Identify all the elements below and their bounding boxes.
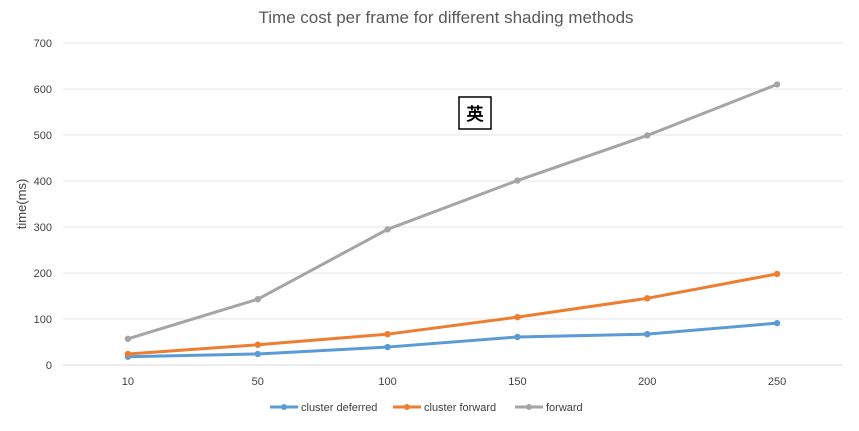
- ime-indicator-label: 英: [467, 104, 485, 124]
- data-point: [254, 341, 261, 348]
- legend-label: cluster forward: [424, 402, 496, 414]
- y-tick-label: 100: [34, 314, 52, 326]
- y-tick-label: 300: [34, 222, 52, 234]
- y-tick-label: 500: [34, 130, 52, 142]
- data-point: [254, 296, 261, 303]
- chart-title: Time cost per frame for different shadin…: [258, 8, 633, 27]
- data-point: [514, 177, 521, 184]
- x-tick-label: 10: [122, 376, 134, 388]
- series-line: [126, 321, 779, 359]
- data-point: [773, 270, 781, 278]
- data-point: [514, 313, 521, 321]
- legend-marker: [526, 404, 532, 410]
- y-axis-label: time(ms): [14, 179, 29, 230]
- x-tick-label: 150: [508, 376, 526, 388]
- y-tick-label: 0: [46, 360, 52, 372]
- data-point: [514, 333, 521, 341]
- x-tick-label: 200: [638, 376, 656, 388]
- x-tick-label: 250: [768, 376, 786, 388]
- data-point: [384, 343, 391, 351]
- x-axis-ticks: 10 50 100 150 200 250: [122, 376, 786, 388]
- legend-marker: [281, 404, 287, 410]
- data-point: [773, 81, 781, 88]
- data-point: [644, 295, 651, 302]
- y-tick-label: 400: [34, 176, 52, 188]
- legend-marker: [404, 404, 410, 410]
- series-line: [126, 272, 779, 356]
- y-tick-label: 700: [34, 38, 52, 50]
- x-tick-label: 100: [378, 376, 396, 388]
- ime-indicator[interactable]: 英: [458, 96, 492, 130]
- series-group: [124, 81, 781, 342]
- data-point: [254, 350, 261, 358]
- data-point: [124, 350, 132, 358]
- data-point: [384, 330, 391, 338]
- data-point: [773, 319, 781, 327]
- data-point: [384, 226, 391, 233]
- series-lines: [124, 81, 781, 360]
- data-point: [644, 330, 651, 338]
- series-group: [124, 270, 781, 358]
- legend: cluster deferred cluster forward forward: [270, 402, 583, 414]
- x-tick-label: 50: [252, 376, 264, 388]
- y-axis-ticks: 0 100 200 300 400 500 600 700: [34, 38, 52, 372]
- series-line: [126, 82, 779, 341]
- y-tick-label: 200: [34, 268, 52, 280]
- series-group: [124, 319, 781, 360]
- data-point: [124, 335, 132, 342]
- legend-label: forward: [546, 402, 583, 414]
- legend-label: cluster deferred: [301, 402, 377, 414]
- y-tick-label: 600: [34, 84, 52, 96]
- data-point: [644, 132, 651, 139]
- ime-indicator-box[interactable]: [458, 96, 492, 130]
